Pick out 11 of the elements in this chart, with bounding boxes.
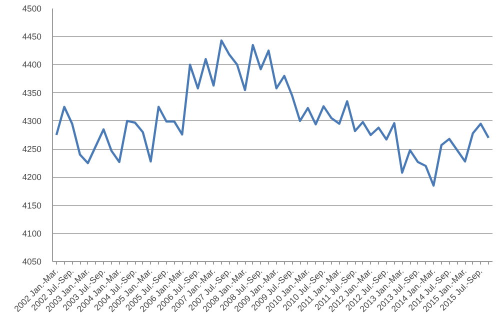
y-tick-label: 4250 bbox=[22, 144, 42, 154]
y-tick-label: 4300 bbox=[22, 116, 42, 126]
y-tick-label: 4450 bbox=[22, 32, 42, 42]
y-tick-label: 4350 bbox=[22, 88, 42, 98]
y-tick-label: 4500 bbox=[22, 4, 42, 14]
y-tick-label: 4200 bbox=[22, 172, 42, 182]
line-series bbox=[55, 39, 490, 187]
y-tick-label: 4400 bbox=[22, 60, 42, 70]
y-tick-label: 4100 bbox=[22, 228, 42, 238]
y-tick-label: 4150 bbox=[22, 200, 42, 210]
y-tick-label: 4050 bbox=[22, 256, 42, 266]
